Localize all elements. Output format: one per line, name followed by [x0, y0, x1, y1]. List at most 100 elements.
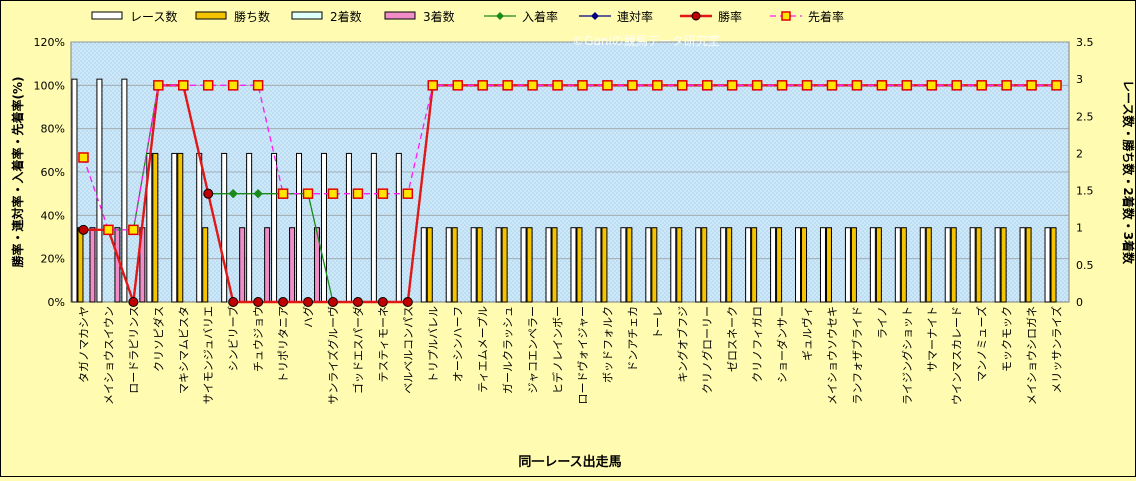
ahead-rate-point [751, 80, 763, 91]
ahead-rate-point [128, 224, 139, 236]
ahead-rate-point [926, 80, 938, 91]
ahead-rate-point [502, 80, 513, 91]
legend-marker [781, 11, 791, 21]
right-tick-label: 2 [1076, 147, 1083, 160]
x-tick-label: ヒデノレインボー [551, 306, 565, 394]
bar [695, 227, 702, 303]
x-tick-label: ギュルヴィ [800, 306, 814, 361]
rate-point [253, 188, 263, 199]
ahead-rate-point [901, 80, 913, 91]
ahead-rate-point [1051, 80, 1062, 91]
x-tick-label: トリプルバレル [427, 306, 440, 383]
x-axis-title: 同一レース出走馬 [518, 454, 621, 470]
bar [576, 227, 583, 303]
ahead-rate-point [801, 80, 813, 91]
ahead-rate-point [178, 80, 189, 91]
x-tick-label: シンビリーブ [226, 306, 240, 371]
left-tick-label: 20% [41, 253, 65, 266]
ahead-rate-point [577, 80, 588, 91]
x-tick-label: ウインマスカレード [951, 306, 964, 405]
bar [850, 227, 857, 303]
ahead-rate-point [377, 188, 389, 199]
x-tick-label: クリノフィガロ [751, 306, 764, 383]
ahead-rate-point [627, 80, 638, 91]
bar [526, 227, 533, 303]
legend-marker [591, 12, 599, 20]
x-tick-label: ガールクラッシュ [502, 306, 515, 394]
bar [944, 227, 951, 303]
bar [370, 152, 377, 303]
bar [476, 227, 483, 303]
bar [919, 227, 926, 303]
x-tick-label: ハグ [301, 306, 315, 328]
bar [751, 227, 758, 303]
left-tick-label: 120% [34, 36, 65, 49]
watermark: ©Ganiの競馬データ研究室 [572, 33, 720, 48]
right-tick-label: 1 [1076, 222, 1083, 235]
bar [570, 227, 577, 303]
ahead-rate-point [976, 80, 987, 91]
ahead-rate-point [402, 188, 414, 199]
ahead-rate-point [701, 80, 713, 91]
right-axis-title: レース数・勝ち数・2着数・3着数 [1121, 80, 1136, 265]
rate-point [228, 188, 238, 199]
ahead-rate-point [826, 80, 838, 91]
x-tick-label: ボッドフォルク [601, 306, 614, 383]
x-tick-label: テスティモーネ [377, 306, 390, 382]
bar [501, 227, 508, 303]
bar [819, 227, 826, 303]
x-tick-label: マンノミューズ [975, 306, 989, 382]
bar [1019, 227, 1026, 303]
ahead-rate-point [427, 80, 439, 91]
win-rate-point [78, 224, 89, 235]
bar [869, 227, 876, 303]
legend-swatch [384, 11, 416, 20]
bar [221, 152, 228, 303]
bars [71, 78, 1057, 303]
legend-marker [691, 11, 701, 21]
series-markers [78, 80, 1062, 307]
left-tick-label: 0% [48, 296, 65, 309]
legend-label: 入着率 [522, 9, 558, 24]
x-tick-label: クリノグローリー [700, 306, 714, 394]
x-tick-label: ゴッドエスパーダ [351, 306, 365, 394]
legend-label: 勝率 [718, 9, 742, 24]
legend-swatch [195, 11, 227, 20]
bar [551, 227, 558, 303]
ahead-rate-point [277, 188, 289, 199]
legend-label: 3着数 [423, 9, 455, 24]
bar [495, 227, 502, 303]
bar [726, 227, 733, 303]
right-tick-label: 0 [1076, 296, 1083, 309]
x-tick-label: トーレ [651, 306, 664, 339]
x-tick-label: トリポリタニア [277, 306, 290, 383]
bar [177, 152, 184, 303]
ahead-rate-point [452, 80, 463, 91]
x-tick-label: ドンアチェカ [626, 306, 639, 372]
left-axis-title: 勝率・連対率・入着率・先着率(%) [10, 77, 25, 268]
left-tick-label: 60% [41, 166, 65, 179]
win-rate-point [352, 297, 363, 307]
right-tick-label: 3 [1076, 73, 1083, 86]
win-rate-point [253, 297, 264, 307]
bar [239, 227, 246, 303]
x-tick-label: メイショウスイウン [102, 306, 115, 405]
legend-label: 先着率 [808, 9, 844, 24]
ahead-rate-point [652, 80, 663, 91]
win-rate-point [327, 297, 338, 307]
win-rate-point [278, 297, 289, 307]
right-tick-label: 2.5 [1076, 110, 1094, 123]
win-rate-point [203, 188, 214, 199]
bar [520, 227, 527, 303]
legend: レース数 勝ち数 2着数 3着数 入着率 連対率 勝率 先着率 [91, 9, 844, 24]
ahead-rate-point [302, 188, 314, 199]
bar [601, 227, 608, 303]
right-tick-label: 3.5 [1076, 36, 1094, 49]
x-axis-labels: タガノマカシヤ メイショウスイウン ロードラピリンス クリソピダス マキシマムビスタ サイ… [77, 306, 1063, 405]
x-tick-label: ライノ [876, 306, 889, 339]
x-tick-label: メリッサンライズ [1050, 306, 1064, 394]
x-tick-label: ベルベルコンパス [402, 306, 415, 394]
bar [1000, 227, 1007, 303]
